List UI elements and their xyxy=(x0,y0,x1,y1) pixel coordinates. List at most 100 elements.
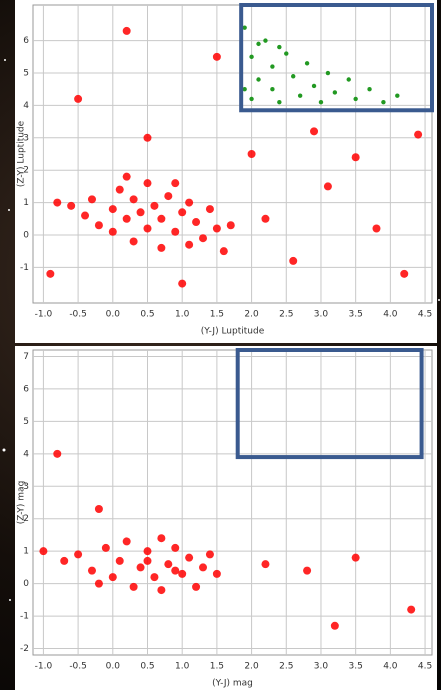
x-tick-label: 0.5 xyxy=(140,662,154,672)
point xyxy=(325,70,331,76)
x-tick-label: 1.5 xyxy=(210,662,224,672)
x-tick-label: 2.5 xyxy=(279,662,293,672)
point xyxy=(249,54,254,60)
y-tick-label: 3 xyxy=(23,482,29,492)
point xyxy=(381,99,386,105)
point xyxy=(249,96,254,102)
point xyxy=(277,44,282,50)
star xyxy=(2,448,6,452)
point xyxy=(332,90,338,95)
y-tick-label: 7 xyxy=(23,352,29,362)
star xyxy=(8,209,10,211)
point xyxy=(171,227,180,236)
y-axis-title: (Z-Y) mag xyxy=(17,481,27,525)
point xyxy=(256,77,261,82)
point xyxy=(346,77,351,82)
point xyxy=(150,573,159,582)
point xyxy=(53,198,62,207)
highlight-box xyxy=(239,3,434,113)
point xyxy=(263,38,268,43)
point xyxy=(284,51,289,56)
point xyxy=(304,61,310,66)
point xyxy=(87,195,96,204)
point xyxy=(129,195,138,204)
point xyxy=(164,560,173,569)
y-tick-label: 3 xyxy=(23,133,29,143)
point xyxy=(164,192,173,201)
point xyxy=(108,227,117,236)
point xyxy=(372,224,381,233)
point xyxy=(212,569,221,578)
y-tick-label: 4 xyxy=(23,101,29,111)
point xyxy=(330,621,339,630)
y-tick-label: 5 xyxy=(23,69,29,79)
point xyxy=(115,185,124,194)
point xyxy=(94,504,103,513)
point xyxy=(101,543,110,552)
y-tick-label: 2 xyxy=(23,514,29,524)
point xyxy=(122,214,131,223)
point xyxy=(87,566,96,575)
point xyxy=(277,99,282,105)
point xyxy=(261,560,270,569)
point xyxy=(81,211,90,220)
point xyxy=(407,605,416,614)
y-tick-label: -1 xyxy=(20,263,29,273)
point xyxy=(178,569,187,578)
point xyxy=(143,133,152,142)
point xyxy=(157,534,166,543)
point xyxy=(136,208,145,217)
point xyxy=(205,205,214,214)
point xyxy=(122,537,131,546)
x-tick-label: 0.0 xyxy=(106,310,121,320)
point xyxy=(303,566,312,575)
point xyxy=(367,87,372,92)
x-tick-label: 4.5 xyxy=(418,662,432,672)
point xyxy=(256,41,261,47)
point xyxy=(108,573,117,582)
point xyxy=(157,214,166,223)
point xyxy=(291,74,296,79)
point xyxy=(212,224,221,233)
y-tick-label: -2 xyxy=(20,644,29,654)
highlight-box xyxy=(235,348,424,460)
point xyxy=(122,26,131,35)
star xyxy=(4,59,6,61)
y-tick-label: 1 xyxy=(23,547,29,557)
plot-area xyxy=(32,4,433,304)
point xyxy=(178,208,187,217)
x-tick-label: 1.0 xyxy=(175,310,190,320)
point xyxy=(178,279,187,288)
x-tick-label: 4.5 xyxy=(418,310,432,320)
x-tick-label: 0.0 xyxy=(106,662,121,672)
point xyxy=(185,198,194,207)
point xyxy=(353,96,358,102)
x-tick-label: 1.5 xyxy=(210,310,224,320)
y-tick-label: 2 xyxy=(23,166,29,176)
y-tick-label: 1 xyxy=(23,198,29,208)
y-tick-label: 0 xyxy=(23,230,29,240)
x-tick-label: 3.0 xyxy=(314,310,329,320)
point xyxy=(323,182,332,191)
point xyxy=(219,247,228,256)
point xyxy=(270,87,275,92)
x-tick-label: 3.5 xyxy=(349,310,363,320)
point xyxy=(171,179,180,188)
point xyxy=(53,449,62,458)
point xyxy=(192,218,201,227)
point xyxy=(400,269,409,278)
point xyxy=(129,582,138,591)
x-tick-label: -0.5 xyxy=(69,662,87,672)
x-tick-label: 3.5 xyxy=(349,662,363,672)
point xyxy=(297,93,303,98)
x-axis-title: (Y-J) Luptitude xyxy=(201,327,265,337)
point xyxy=(414,130,423,139)
point xyxy=(129,237,138,246)
point xyxy=(108,205,117,214)
x-axis-title: (Y-J) mag xyxy=(212,679,253,689)
point xyxy=(226,221,235,230)
x-tick-label: 2.0 xyxy=(244,310,259,320)
x-tick-label: -1.0 xyxy=(35,310,53,320)
y-tick-label: 6 xyxy=(23,36,29,46)
